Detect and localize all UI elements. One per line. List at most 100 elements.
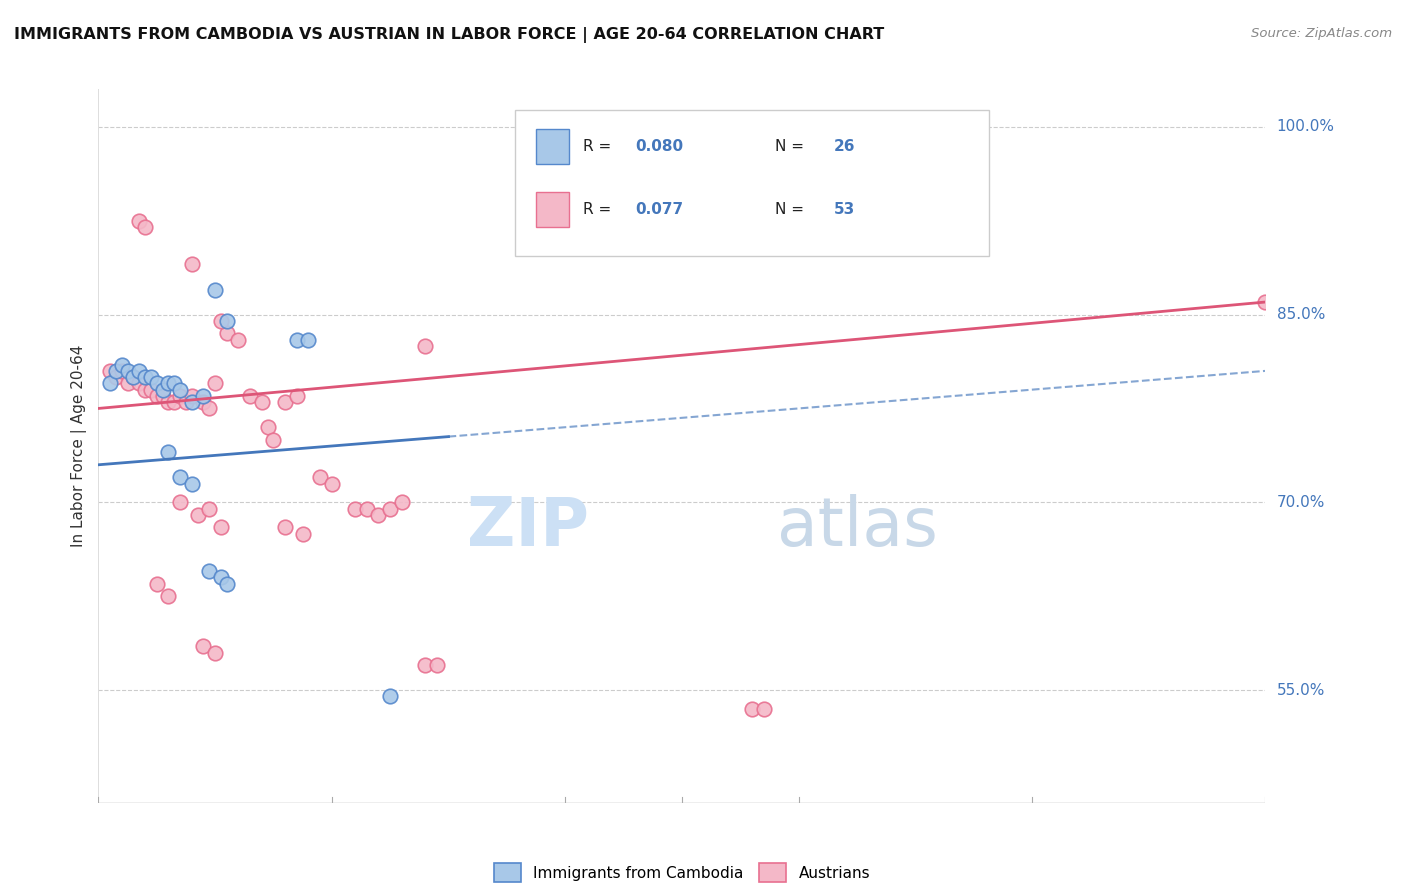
Bar <box>536 129 568 164</box>
Text: ZIP: ZIP <box>467 494 589 560</box>
Point <box>297 333 319 347</box>
Text: 70.0%: 70.0% <box>1277 495 1324 510</box>
Point <box>134 383 156 397</box>
Y-axis label: In Labor Force | Age 20-64: In Labor Force | Age 20-64 <box>72 345 87 547</box>
Text: 53: 53 <box>834 202 855 217</box>
Point <box>256 420 278 434</box>
Point <box>262 433 284 447</box>
Point <box>146 576 169 591</box>
Point <box>215 314 238 328</box>
Point <box>752 702 775 716</box>
Point <box>180 389 202 403</box>
Point <box>134 370 156 384</box>
Point <box>321 476 343 491</box>
Point <box>122 370 145 384</box>
Point <box>152 383 174 397</box>
Point <box>426 658 449 673</box>
Text: 0.077: 0.077 <box>636 202 683 217</box>
Text: N =: N = <box>775 202 808 217</box>
Point <box>193 395 215 409</box>
Point <box>169 495 191 509</box>
Point <box>152 389 174 403</box>
Point <box>98 376 121 391</box>
Text: atlas: atlas <box>776 494 938 560</box>
Point <box>209 570 232 584</box>
Point <box>128 213 150 227</box>
Point <box>193 389 215 403</box>
Point <box>157 395 180 409</box>
Point <box>180 257 202 271</box>
Point <box>413 658 436 673</box>
Point <box>344 501 367 516</box>
Point <box>111 364 134 378</box>
Text: 55.0%: 55.0% <box>1277 682 1324 698</box>
Point <box>180 476 202 491</box>
Point <box>228 333 250 347</box>
Point <box>169 383 191 397</box>
Point <box>146 389 169 403</box>
Point <box>117 364 139 378</box>
Point <box>117 376 139 391</box>
Point <box>215 326 238 341</box>
Point <box>139 370 162 384</box>
Point <box>104 370 127 384</box>
Point <box>204 283 226 297</box>
Point <box>204 376 226 391</box>
Point <box>198 564 221 578</box>
Point <box>157 589 180 603</box>
Point <box>157 376 180 391</box>
Point <box>169 470 191 484</box>
Point <box>378 501 402 516</box>
Text: R =: R = <box>582 139 616 154</box>
Point <box>209 520 232 534</box>
Point <box>157 445 180 459</box>
Text: R =: R = <box>582 202 616 217</box>
Text: 85.0%: 85.0% <box>1277 307 1324 322</box>
Text: 0.080: 0.080 <box>636 139 683 154</box>
Point <box>139 383 162 397</box>
Point <box>215 576 238 591</box>
Point <box>104 364 127 378</box>
FancyBboxPatch shape <box>515 111 988 256</box>
Point <box>413 339 436 353</box>
Point <box>98 364 121 378</box>
Point <box>378 690 402 704</box>
Point <box>128 364 150 378</box>
Point <box>198 501 221 516</box>
Text: 26: 26 <box>834 139 855 154</box>
Point <box>209 314 232 328</box>
Point <box>285 333 308 347</box>
Point <box>741 702 763 716</box>
Point <box>285 389 308 403</box>
Point <box>367 508 389 522</box>
Point <box>128 376 150 391</box>
Text: N =: N = <box>775 139 808 154</box>
Point <box>163 376 186 391</box>
Point <box>274 520 297 534</box>
Point <box>169 389 191 403</box>
Text: Source: ZipAtlas.com: Source: ZipAtlas.com <box>1251 27 1392 40</box>
Point <box>198 401 221 416</box>
Point <box>180 395 202 409</box>
Point <box>356 501 378 516</box>
Point <box>1254 295 1277 310</box>
Text: IMMIGRANTS FROM CAMBODIA VS AUSTRIAN IN LABOR FORCE | AGE 20-64 CORRELATION CHAR: IMMIGRANTS FROM CAMBODIA VS AUSTRIAN IN … <box>14 27 884 43</box>
Point <box>391 495 413 509</box>
Point <box>274 395 297 409</box>
Point <box>250 395 273 409</box>
Point <box>204 646 226 660</box>
Point <box>291 526 314 541</box>
Point <box>111 358 134 372</box>
Point <box>239 389 262 403</box>
Legend: Immigrants from Cambodia, Austrians: Immigrants from Cambodia, Austrians <box>488 857 876 888</box>
Bar <box>536 192 568 227</box>
Point <box>163 395 186 409</box>
Point <box>134 219 156 234</box>
Point <box>309 470 332 484</box>
Point <box>146 376 169 391</box>
Point <box>174 395 197 409</box>
Point <box>193 640 215 654</box>
Point <box>187 508 209 522</box>
Text: 100.0%: 100.0% <box>1277 120 1334 135</box>
Point <box>122 370 145 384</box>
